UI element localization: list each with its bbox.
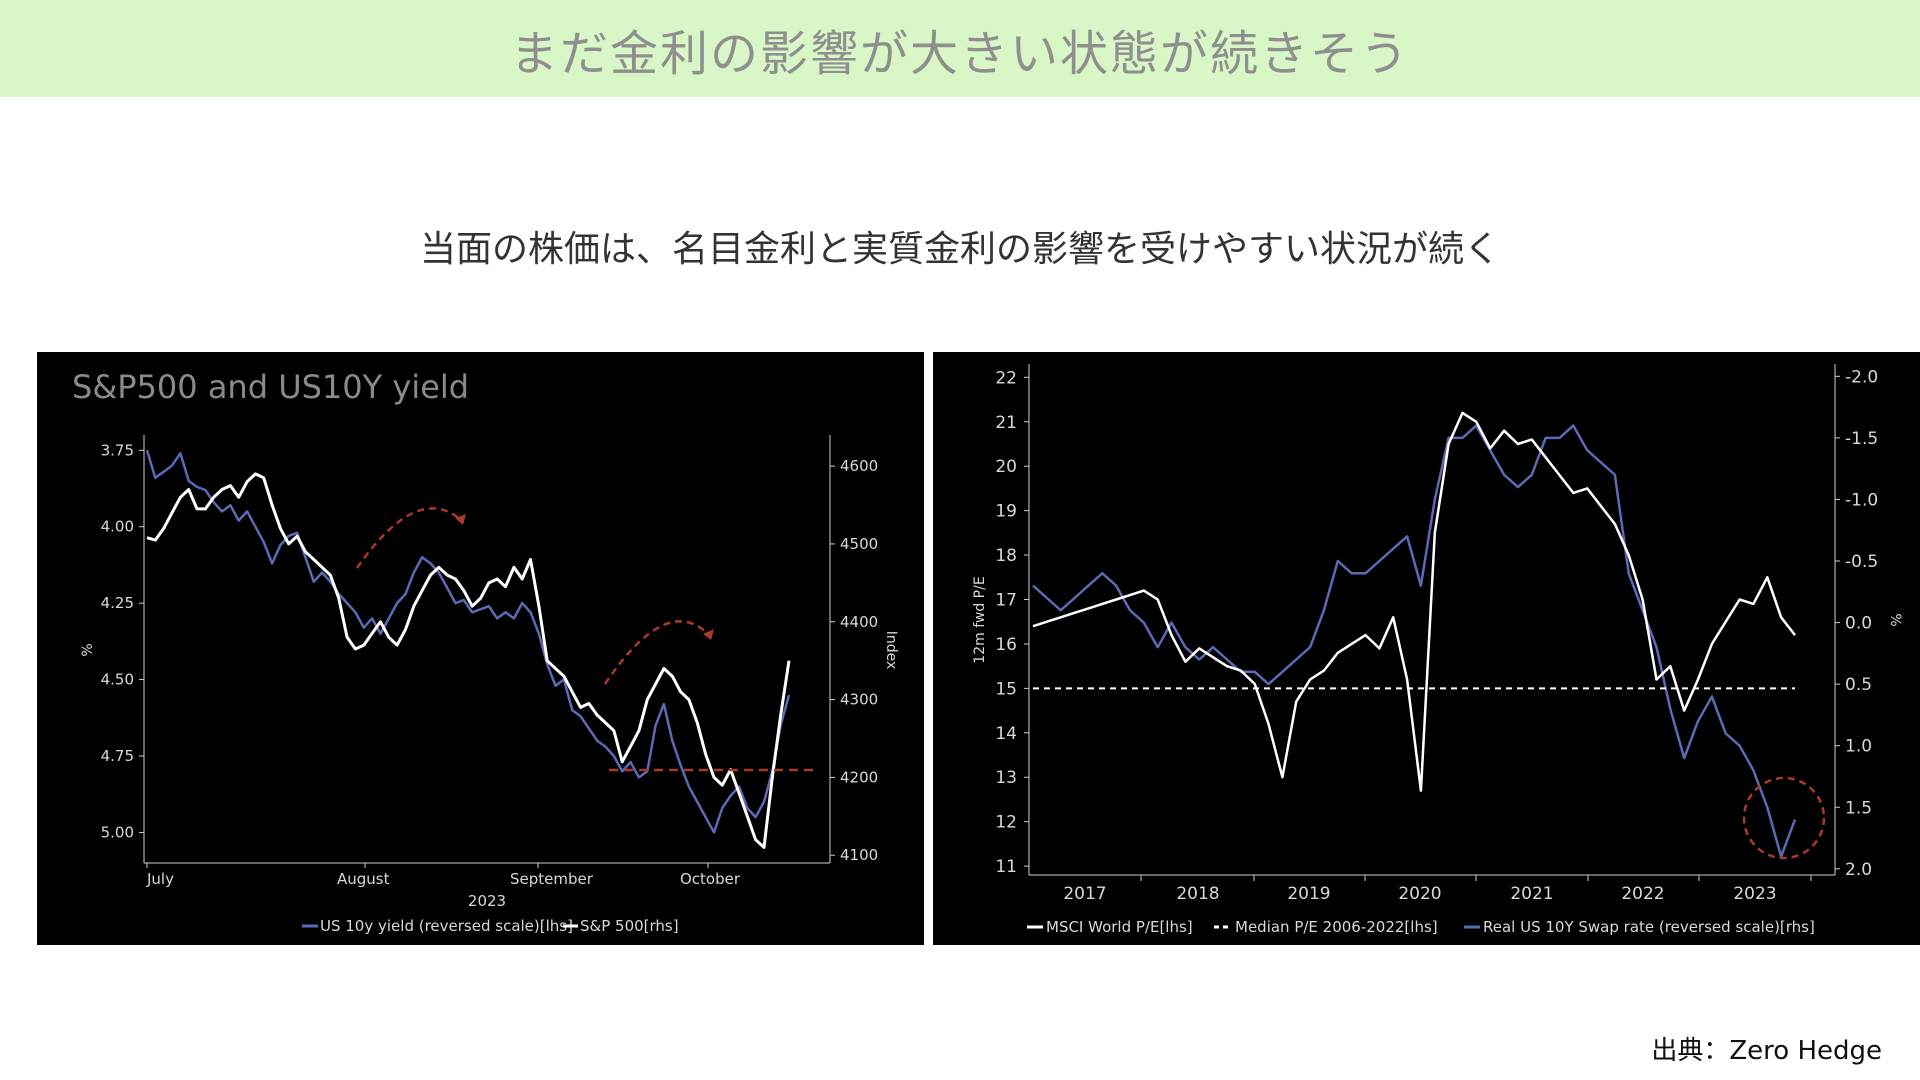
right-tick-label: 1.5 (1845, 798, 1872, 818)
left-tick-label: 15 (995, 679, 1017, 699)
left-axis-label: 12m fwd P/E (972, 576, 988, 663)
right-tick-label: -0.5 (1845, 552, 1878, 572)
legend-label-us10y: US 10y yield (reversed scale)[lhs] (320, 917, 573, 935)
left-tick-label: 19 (995, 502, 1017, 522)
left-tick-label: 13 (995, 768, 1017, 788)
x-axis-year-label: 2023 (468, 892, 506, 910)
series-line-us10y (145, 449, 791, 834)
left-tick-label: 21 (995, 413, 1017, 433)
chart-title: S&P500 and US10Y yield (72, 368, 469, 406)
series-line-sp500 (146, 472, 791, 849)
x-tick-label: August (337, 870, 390, 888)
annotation-arrowhead-1 (455, 514, 466, 525)
title-banner: まだ金利の影響が大きい状態が続きそう (0, 0, 1920, 97)
page-title: まだ金利の影響が大きい状態が続きそう (509, 25, 1410, 82)
left-tick-label: 5.00 (101, 823, 134, 841)
right-tick-label: -2.0 (1845, 367, 1878, 387)
left-tick-label: 4.75 (101, 747, 134, 765)
legend-label-sp500: S&P 500[rhs] (580, 917, 679, 935)
annotation-arrow-1 (355, 507, 462, 569)
left-tick-label: 11 (995, 857, 1017, 877)
annotation-arrowhead-2 (703, 629, 714, 640)
x-tick-label: September (510, 870, 594, 888)
x-tick-label: 2017 (1063, 884, 1106, 904)
right-tick-label: 1.0 (1845, 737, 1872, 757)
left-tick-label: 4.50 (101, 671, 134, 689)
x-tick-label: 2022 (1621, 884, 1664, 904)
chart-sp500-us10y: S&P500 and US10Y yield 3.75 4.00 4.25 4.50 4.… (37, 352, 924, 945)
right-tick-label: 0.5 (1845, 675, 1872, 695)
chart-right-svg: 222120191817161514131211-2.0-1.5-1.0-0.5… (972, 364, 1903, 936)
left-tick-label: 3.75 (101, 441, 134, 459)
series-line-msci-pe (1032, 411, 1796, 792)
left-tick-label: 4.25 (101, 594, 134, 612)
left-tick-label: 17 (995, 591, 1017, 611)
source-credit: 出典：Zero Hedge (1651, 1036, 1882, 1066)
chart-left-svg: S&P500 and US10Y yield 3.75 4.00 4.25 4.50 4.… (72, 368, 899, 935)
left-tick-label: 16 (995, 635, 1017, 655)
right-axis-label: % (1887, 613, 1903, 626)
right-tick-label: 4300 (840, 691, 878, 709)
right-tick-label: 4200 (840, 768, 878, 786)
legend-label-real-swap: Real US 10Y Swap rate (reversed scale)[r… (1483, 918, 1815, 936)
right-tick-label: 4400 (840, 613, 878, 631)
left-tick-label: 20 (995, 457, 1017, 477)
left-tick-label: 22 (995, 368, 1017, 388)
legend-label-msci-pe: MSCI World P/E[lhs] (1046, 918, 1193, 936)
right-axis-label: Index (883, 631, 899, 670)
chart-msci-pe-real-yield: 22 21 20 19 18 17 16 15 14 13 12 11 -2.0 -1.5 -1.0 -0.5… (933, 352, 1920, 945)
right-tick-label: -1.5 (1845, 429, 1878, 449)
left-tick-label: 12 (995, 813, 1017, 833)
series-line-real-swap (1032, 424, 1797, 858)
right-tick-label: -1.0 (1845, 490, 1878, 510)
x-tick-label: 2020 (1398, 884, 1441, 904)
legend-label-median-pe: Median P/E 2006-2022[lhs] (1235, 918, 1438, 936)
x-tick-label: 2023 (1733, 884, 1776, 904)
x-tick-label: 2021 (1510, 884, 1553, 904)
x-tick-label: July (146, 870, 174, 888)
right-tick-label: 2.0 (1845, 860, 1872, 880)
x-tick-label: 2018 (1176, 884, 1219, 904)
x-tick-label: 2019 (1287, 884, 1330, 904)
left-tick-label: 18 (995, 546, 1017, 566)
right-tick-label: 4500 (840, 535, 878, 553)
left-tick-label: 4.00 (101, 518, 134, 536)
left-axis-label: % (80, 643, 96, 656)
annotation-arrow-2 (603, 620, 710, 685)
right-tick-label: 0.0 (1845, 614, 1872, 634)
slide-subtitle: 当面の株価は、名目金利と実質金利の影響を受けやすい状況が続く (419, 229, 1500, 270)
left-tick-label: 14 (995, 724, 1017, 744)
right-tick-label: 4100 (840, 846, 878, 864)
annotation-circle (1742, 776, 1826, 860)
right-tick-label: 4600 (840, 457, 878, 475)
x-tick-label: October (680, 870, 741, 888)
